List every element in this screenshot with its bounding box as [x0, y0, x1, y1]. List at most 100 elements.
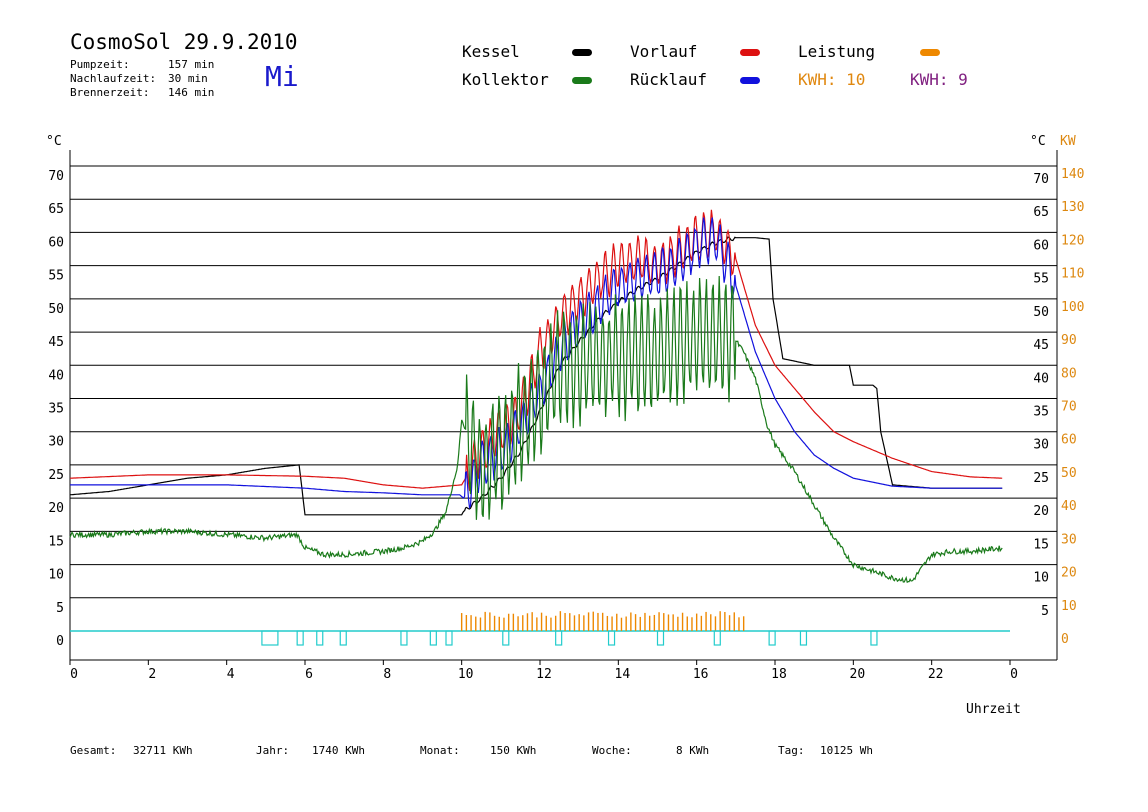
y2-tick-label: 110 — [1061, 267, 1084, 282]
footer-monat-value: 150 KWh — [490, 744, 537, 757]
pump-indicators — [261, 630, 878, 646]
footer-gesamt-value: 32711 KWh — [133, 744, 193, 757]
pump-indicator — [768, 630, 776, 646]
pump-indicator — [316, 630, 324, 646]
weekday-label: Mi — [265, 60, 299, 93]
y-tick-label-right: 60 — [1033, 238, 1049, 253]
pump-indicator — [400, 630, 408, 646]
legend-ruecklauf-label: Rücklauf — [630, 70, 708, 89]
x-tick-label: 12 — [536, 667, 552, 682]
power-bars — [460, 611, 745, 631]
chart-ticks: 0510152025303540455055606570510152025303… — [48, 167, 1084, 682]
pump-indicator — [799, 630, 808, 646]
x-tick-label: 16 — [693, 667, 709, 682]
pump-indicator — [429, 630, 437, 646]
y2-tick-label: 140 — [1061, 167, 1084, 182]
pump-indicator — [555, 630, 563, 646]
y2-tick-label: 80 — [1061, 366, 1077, 381]
y-tick-label-left: 15 — [48, 534, 64, 549]
y2-tick-label: 10 — [1061, 599, 1077, 614]
y-tick-label-right: 10 — [1033, 571, 1049, 586]
y-axis-label-left: °C — [46, 134, 62, 149]
series-line-vorlauf — [70, 209, 1003, 492]
pump-indicator — [607, 630, 616, 646]
y-tick-label-left: 50 — [48, 302, 64, 317]
y2-tick-label: 120 — [1061, 233, 1084, 248]
y2-axis-label: KW — [1060, 134, 1076, 149]
y-tick-label-left: 60 — [48, 235, 64, 250]
y2-tick-label: 30 — [1061, 532, 1077, 547]
y-tick-label-left: 45 — [48, 335, 64, 350]
legend-kessel-label: Kessel — [462, 42, 520, 61]
pump-indicator — [713, 630, 721, 646]
y2-tick-label: 70 — [1061, 400, 1077, 415]
x-tick-label: 4 — [227, 667, 235, 682]
x-tick-label: 22 — [928, 667, 944, 682]
series-line-kollektor — [69, 275, 1003, 584]
y-tick-label-right: 15 — [1033, 537, 1049, 552]
pump-indicator — [339, 630, 347, 646]
footer-monat-label: Monat: — [420, 744, 460, 757]
y2-tick-label: 0 — [1061, 632, 1069, 647]
y-tick-label-right: 5 — [1041, 604, 1049, 619]
footer-woche-label: Woche: — [592, 744, 632, 757]
x-tick-label: 10 — [458, 667, 474, 682]
footer-gesamt-label: Gesamt: — [70, 744, 117, 757]
y-tick-label-right: 35 — [1033, 405, 1049, 420]
y-tick-label-left: 65 — [48, 202, 64, 217]
legend-vorlauf-label: Vorlauf — [630, 42, 698, 61]
y-tick-label-left: 70 — [48, 169, 64, 184]
footer-jahr-value: 1740 KWh — [312, 744, 365, 757]
y-tick-label-right: 20 — [1033, 504, 1049, 519]
legend-leistung-swatch — [920, 49, 940, 56]
info-pumpzeit-label: Pumpzeit: — [70, 58, 130, 71]
y-tick-label-left: 40 — [48, 368, 64, 383]
legend-leistung-label: Leistung — [798, 42, 876, 61]
x-tick-label: 14 — [615, 667, 631, 682]
x-tick-label: 6 — [305, 667, 313, 682]
x-tick-label: 2 — [148, 667, 156, 682]
series-line-rcklauf — [70, 217, 1003, 510]
y-tick-label-right: 40 — [1033, 371, 1049, 386]
y-tick-label-right: 70 — [1033, 172, 1049, 187]
footer-jahr-label: Jahr: — [256, 744, 290, 757]
legend-kollektor-label: Kollektor — [462, 70, 549, 89]
y-tick-label-left: 55 — [48, 269, 64, 284]
x-tick-label: 18 — [771, 667, 787, 682]
pump-indicator — [656, 630, 665, 646]
info-brennerzeit-value: 146 min — [168, 86, 215, 99]
y-tick-label-left: 30 — [48, 435, 64, 450]
pump-indicator — [502, 630, 510, 646]
y-tick-label-left: 10 — [48, 568, 64, 583]
y-tick-label-left: 25 — [48, 468, 64, 483]
y-tick-label-right: 30 — [1033, 438, 1049, 453]
chart-grid — [70, 165, 1057, 599]
chart-axes — [69, 150, 1058, 661]
y-tick-label-left: 5 — [56, 601, 64, 616]
y2-tick-label: 50 — [1061, 466, 1077, 481]
y2-tick-label: 130 — [1061, 200, 1084, 215]
info-brennerzeit-label: Brennerzeit: — [70, 86, 150, 99]
footer-woche-value: 8 KWh — [676, 744, 710, 757]
y-tick-label-left: 20 — [48, 501, 64, 516]
legend-ruecklauf-swatch — [740, 77, 760, 84]
y-tick-label-right: 65 — [1033, 205, 1049, 220]
y-axis-label-right: °C — [1030, 134, 1046, 149]
y-tick-label-left: 0 — [56, 634, 64, 649]
y2-tick-label: 40 — [1061, 499, 1077, 514]
x-tick-label: 20 — [850, 667, 866, 682]
footer-tag-value: 10125 Wh — [820, 744, 873, 757]
legend-kwh1: KWH: 10 — [798, 70, 866, 89]
pump-indicator — [870, 630, 878, 646]
y-tick-label-right: 25 — [1033, 471, 1049, 486]
pump-indicator — [261, 630, 279, 646]
pump-indicator — [445, 630, 453, 646]
y-tick-label-right: 50 — [1033, 305, 1049, 320]
y2-tick-label: 100 — [1061, 300, 1084, 315]
y-tick-label-left: 35 — [48, 402, 64, 417]
y-tick-label-right: 45 — [1033, 338, 1049, 353]
y2-tick-label: 60 — [1061, 433, 1077, 448]
legend-kwh2: KWH: 9 — [910, 70, 968, 89]
chart-title: CosmoSol 29.9.2010 — [70, 30, 298, 54]
